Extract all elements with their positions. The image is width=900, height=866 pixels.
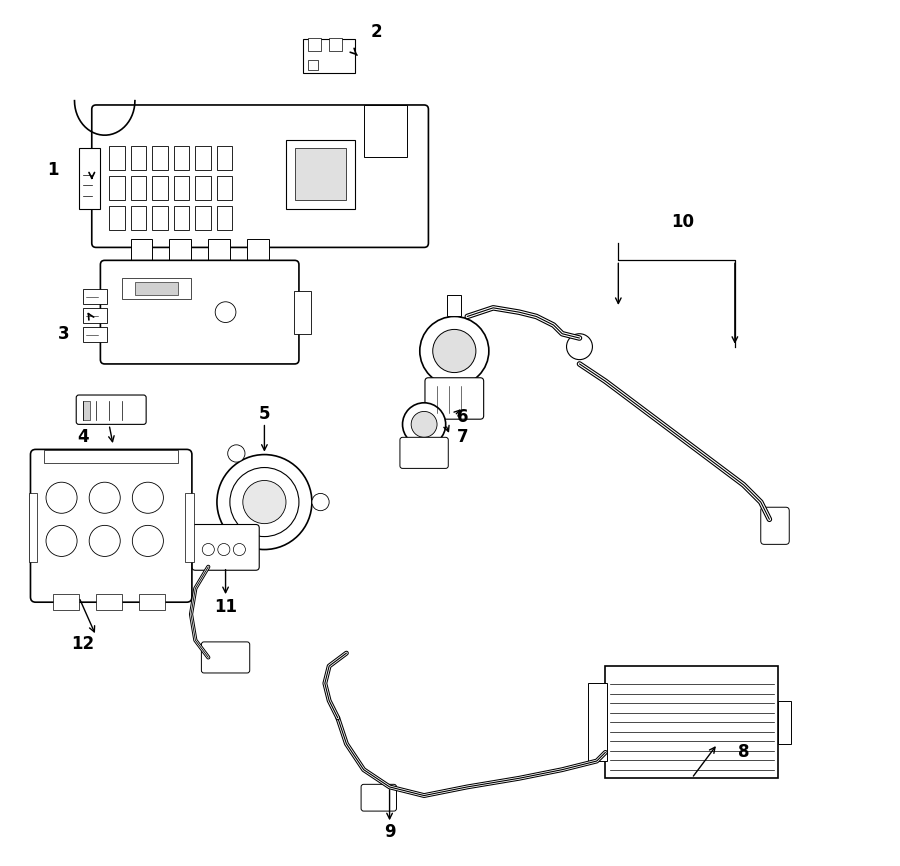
Bar xyxy=(83,289,107,304)
Bar xyxy=(152,176,167,200)
Bar xyxy=(588,683,608,761)
Bar xyxy=(169,239,191,265)
Circle shape xyxy=(228,445,245,462)
Bar xyxy=(96,594,122,610)
Bar xyxy=(109,176,124,200)
Bar xyxy=(53,594,79,610)
Bar xyxy=(29,494,38,563)
Bar xyxy=(447,295,461,316)
Bar xyxy=(185,494,193,563)
Circle shape xyxy=(433,329,476,372)
FancyBboxPatch shape xyxy=(92,105,428,248)
Bar xyxy=(130,206,146,230)
FancyBboxPatch shape xyxy=(202,642,249,673)
Bar xyxy=(329,37,342,50)
Bar xyxy=(109,206,124,230)
Bar xyxy=(152,206,167,230)
Circle shape xyxy=(411,411,437,437)
Text: 12: 12 xyxy=(72,636,94,654)
Circle shape xyxy=(217,455,312,550)
Bar xyxy=(83,307,107,323)
Text: 1: 1 xyxy=(47,161,58,178)
Bar xyxy=(135,282,178,295)
Circle shape xyxy=(419,316,489,385)
Circle shape xyxy=(132,482,164,514)
Bar xyxy=(130,176,146,200)
Bar xyxy=(308,60,318,70)
Bar xyxy=(83,326,107,342)
FancyBboxPatch shape xyxy=(76,395,146,424)
Circle shape xyxy=(132,526,164,557)
Circle shape xyxy=(218,544,230,556)
Circle shape xyxy=(402,403,446,446)
Bar xyxy=(130,145,146,170)
Bar xyxy=(130,239,152,265)
Text: 5: 5 xyxy=(258,405,270,423)
Bar xyxy=(208,239,230,265)
Bar xyxy=(109,145,124,170)
Bar xyxy=(217,145,232,170)
Bar xyxy=(152,145,167,170)
Circle shape xyxy=(312,494,329,511)
FancyBboxPatch shape xyxy=(101,261,299,364)
Text: 9: 9 xyxy=(383,823,395,841)
Bar xyxy=(308,37,320,50)
Bar xyxy=(217,176,232,200)
Circle shape xyxy=(243,481,286,524)
Bar xyxy=(294,148,346,200)
Text: 4: 4 xyxy=(77,429,89,446)
Circle shape xyxy=(228,542,245,559)
Bar xyxy=(606,666,778,779)
Bar xyxy=(778,701,791,744)
Circle shape xyxy=(566,333,592,359)
Bar xyxy=(195,206,211,230)
FancyBboxPatch shape xyxy=(361,785,397,811)
Bar xyxy=(140,594,165,610)
Bar xyxy=(303,38,355,73)
Circle shape xyxy=(202,544,214,556)
FancyBboxPatch shape xyxy=(400,437,448,469)
Text: 7: 7 xyxy=(457,429,469,446)
Bar xyxy=(217,206,232,230)
FancyBboxPatch shape xyxy=(192,525,259,570)
Text: 2: 2 xyxy=(371,23,382,41)
Text: 11: 11 xyxy=(214,598,237,617)
Bar xyxy=(44,450,178,463)
Bar xyxy=(174,176,189,200)
Bar xyxy=(195,176,211,200)
Bar xyxy=(364,105,407,157)
Bar xyxy=(293,291,311,333)
Bar xyxy=(174,145,189,170)
Circle shape xyxy=(230,468,299,537)
FancyBboxPatch shape xyxy=(31,449,192,602)
Circle shape xyxy=(46,526,77,557)
Bar xyxy=(79,148,101,209)
Circle shape xyxy=(233,544,246,556)
Text: 3: 3 xyxy=(58,325,69,343)
FancyBboxPatch shape xyxy=(425,378,483,419)
Circle shape xyxy=(89,526,121,557)
Bar xyxy=(195,145,211,170)
Circle shape xyxy=(89,482,121,514)
Bar xyxy=(174,206,189,230)
Circle shape xyxy=(46,482,77,514)
Bar xyxy=(248,239,269,265)
Circle shape xyxy=(215,301,236,322)
FancyBboxPatch shape xyxy=(760,507,789,545)
Bar xyxy=(122,278,191,299)
Text: 10: 10 xyxy=(671,212,695,230)
Text: 6: 6 xyxy=(457,408,469,425)
Bar xyxy=(83,401,90,420)
Bar xyxy=(286,139,355,209)
Text: 8: 8 xyxy=(738,743,749,761)
